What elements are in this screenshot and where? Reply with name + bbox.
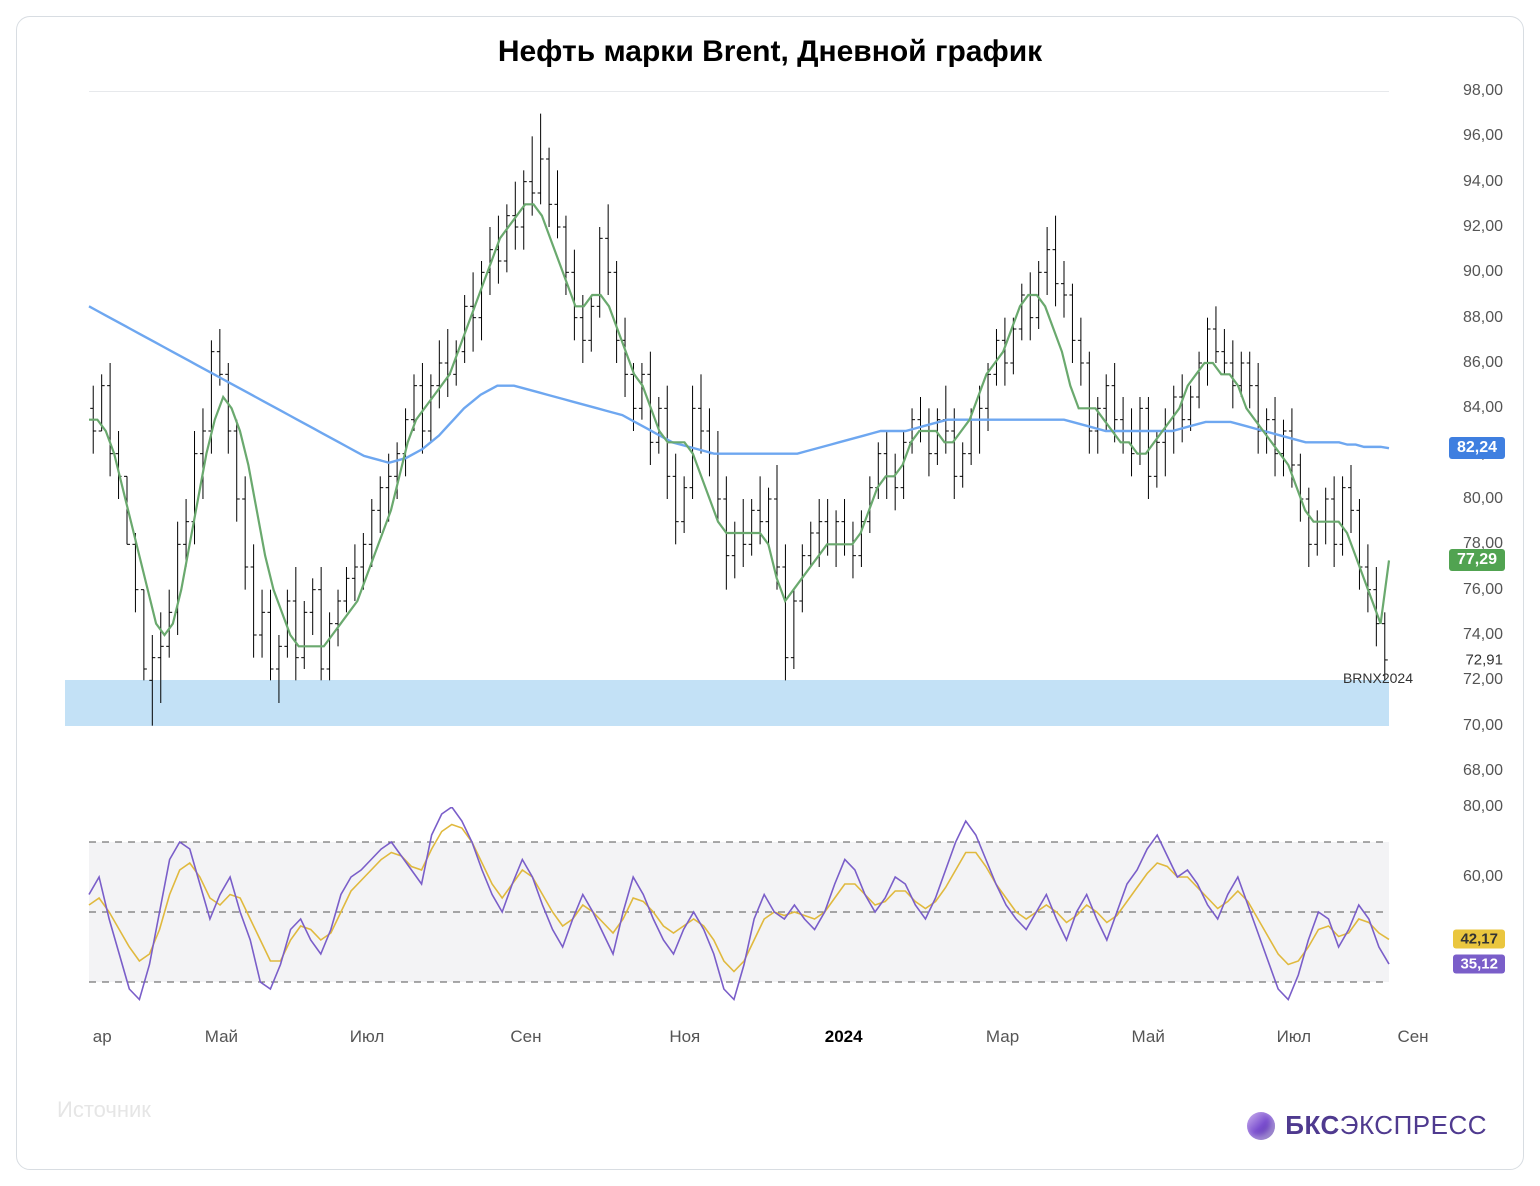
rsi-y-tick-label: 80,00 [1463, 798, 1503, 816]
rsi-y-axis-labels: 80,0060,00 [1413, 807, 1503, 1017]
x-tick-label: Май [1132, 1027, 1165, 1047]
chart-title: Нефть марки Brent, Дневной график [17, 17, 1523, 69]
x-tick-label: Ноя [669, 1027, 700, 1047]
main-chart-svg [41, 91, 1499, 771]
x-tick-label: Сен [1397, 1027, 1428, 1047]
x-tick-label: Мар [986, 1027, 1019, 1047]
ma-long-badge: 82,24 [1449, 437, 1505, 459]
x-tick-label: 2024 [825, 1027, 863, 1047]
brand-light-text: ЭКСПРЕСС [1340, 1110, 1487, 1141]
last-price-label: 72,91 [1465, 651, 1503, 668]
x-tick-label: Май [205, 1027, 238, 1047]
rsi-chart-svg [41, 807, 1499, 1017]
brand-bold-text: БКС [1285, 1110, 1340, 1141]
x-tick-label: ар [93, 1027, 112, 1047]
x-axis-labels: арМайИюлСенНоя2024МарМайИюлСен [41, 1027, 1413, 1055]
ma-short-badge: 77,29 [1449, 549, 1505, 571]
brand-logo: БКС ЭКСПРЕСС [1247, 1110, 1487, 1141]
x-tick-label: Июл [350, 1027, 385, 1047]
source-watermark: Источник [57, 1097, 151, 1123]
main-chart-area [41, 91, 1499, 771]
chart-card: Нефть марки Brent, Дневной график 98,009… [16, 16, 1524, 1170]
brand-sphere-icon [1247, 1112, 1275, 1140]
symbol-label: BRNX2024 [1343, 670, 1413, 686]
rsi-chart-area [41, 807, 1499, 1017]
x-tick-label: Сен [510, 1027, 541, 1047]
x-tick-label: Июл [1277, 1027, 1312, 1047]
brand-text: БКС ЭКСПРЕСС [1285, 1110, 1487, 1141]
rsi-y-tick-label: 60,00 [1463, 868, 1503, 886]
